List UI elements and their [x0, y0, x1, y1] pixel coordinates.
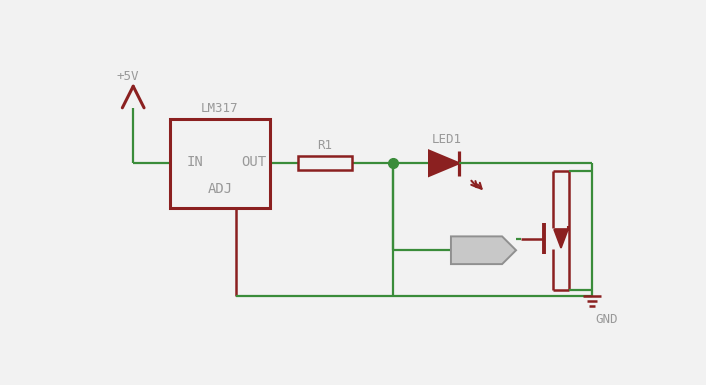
Bar [169, 119, 270, 208]
Text: +5V: +5V [116, 70, 138, 83]
Text: GND: GND [596, 313, 618, 326]
Polygon shape [451, 236, 516, 264]
Text: LM317: LM317 [201, 102, 239, 115]
Text: OUT: OUT [241, 155, 266, 169]
Text: IN: IN [186, 155, 203, 169]
Text: R1: R1 [317, 139, 332, 152]
Bar [297, 156, 352, 170]
Text: ADJ: ADJ [208, 182, 232, 196]
Text: LED1: LED1 [431, 133, 461, 146]
Polygon shape [554, 229, 568, 248]
Polygon shape [429, 151, 459, 176]
Text: PWM: PWM [457, 244, 480, 258]
